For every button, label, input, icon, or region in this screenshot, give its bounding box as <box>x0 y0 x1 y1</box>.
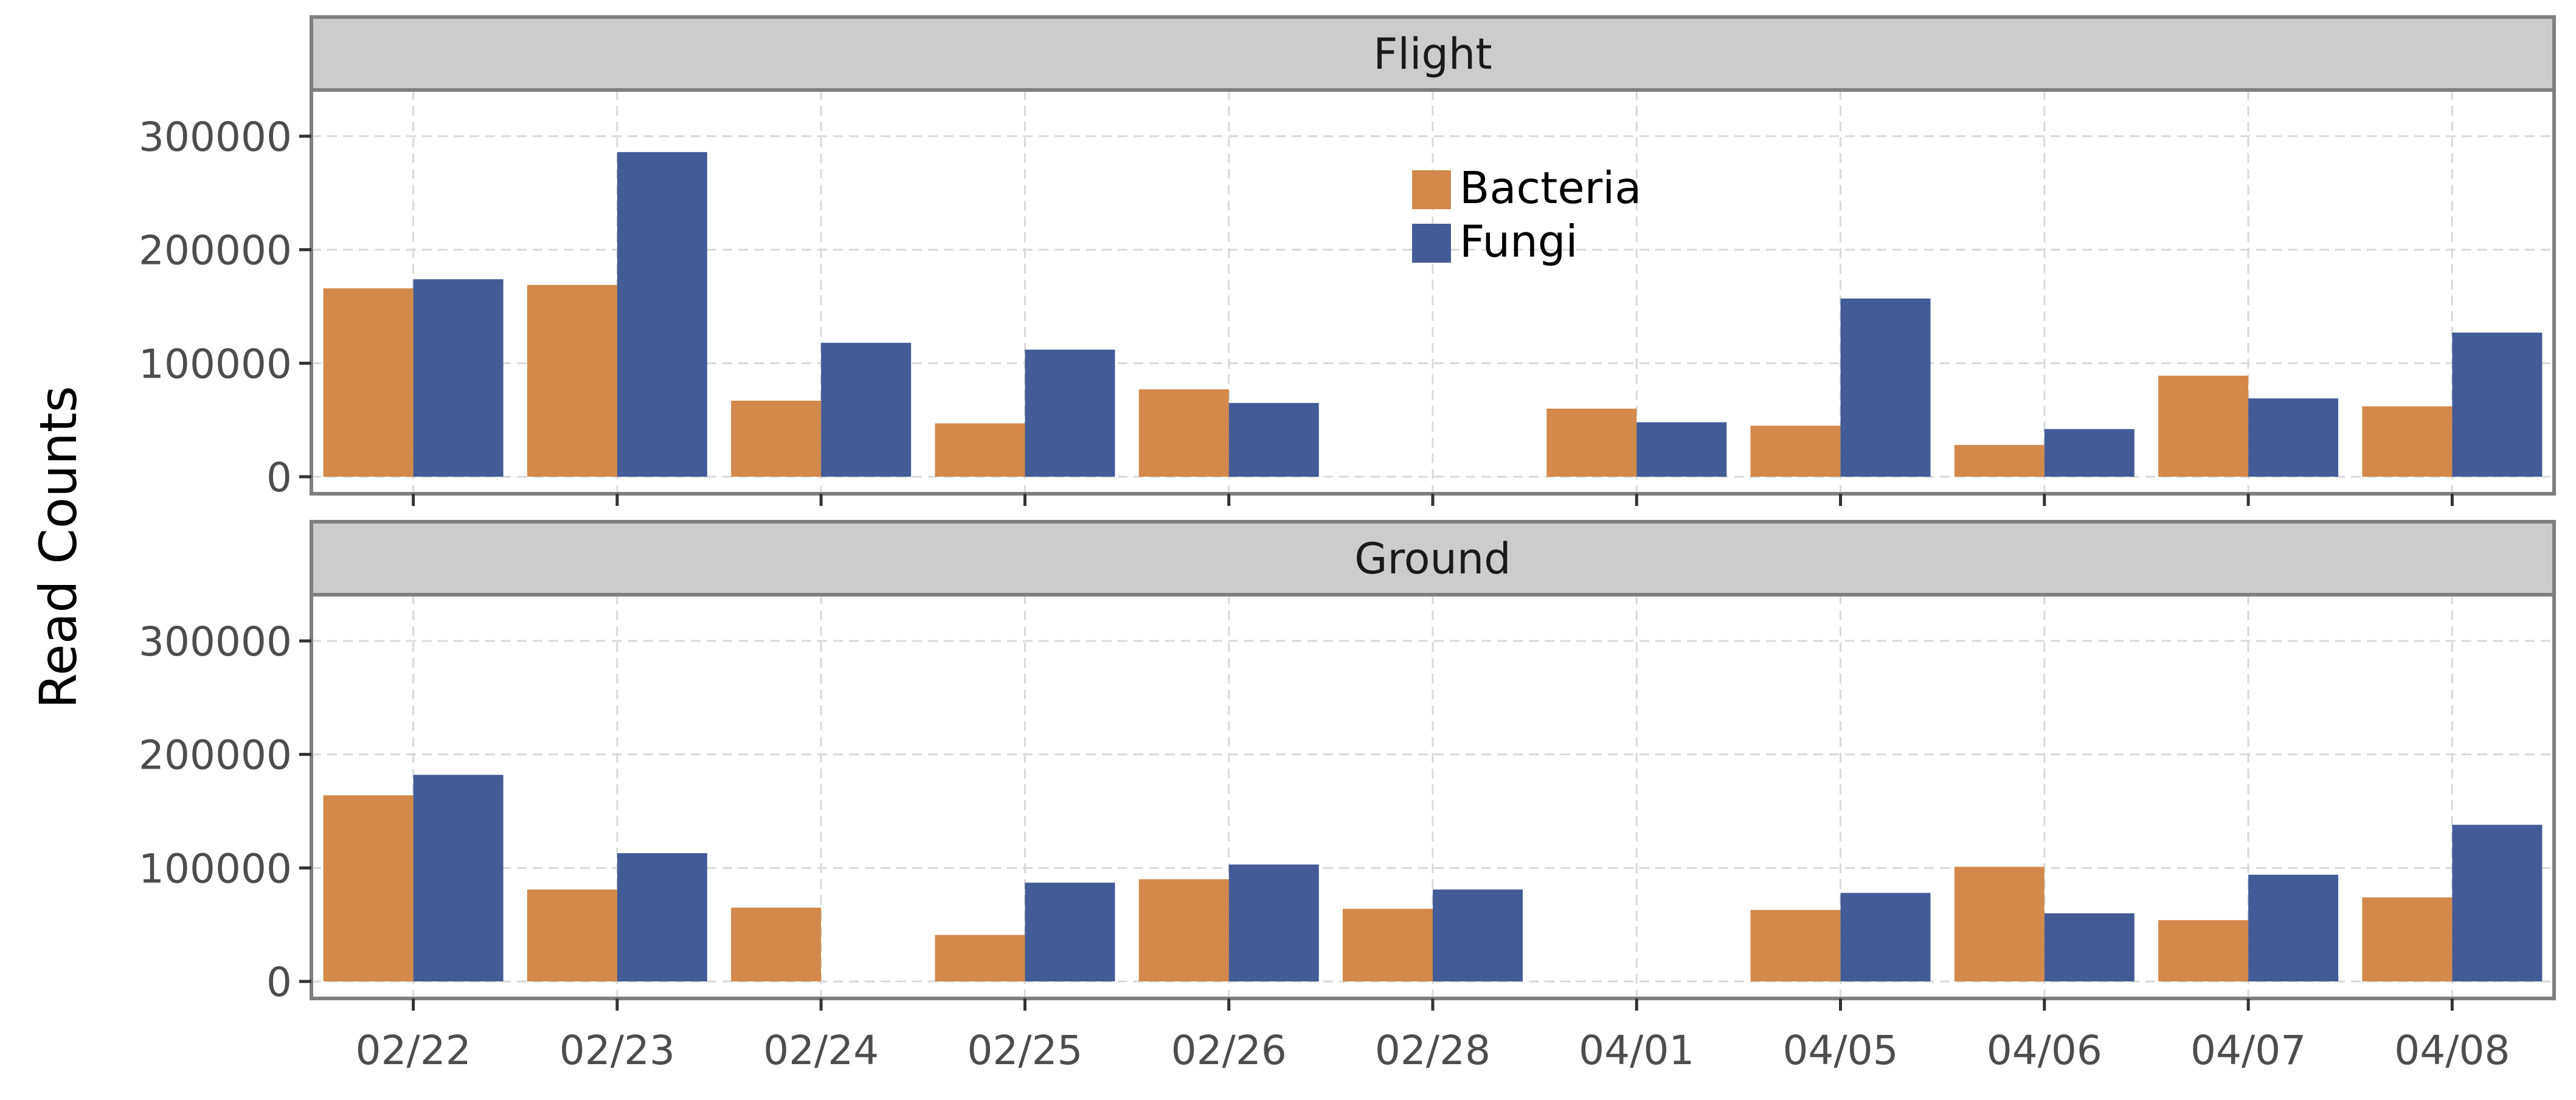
bar-flight-fungi <box>1840 298 1931 477</box>
bar-ground-fungi <box>617 853 707 981</box>
bar-flight-bacteria <box>323 288 414 477</box>
bar-flight-fungi <box>2248 398 2339 477</box>
legend-label-fungi: Fungi <box>1459 216 1577 267</box>
bar-ground-fungi <box>1228 864 1319 981</box>
x-tick-label: 04/06 <box>1987 1027 2102 1074</box>
bar-ground-bacteria <box>731 907 822 981</box>
x-tick-label: 02/24 <box>763 1027 879 1074</box>
y-tick-label: 0 <box>266 959 292 1006</box>
legend-swatch-fungi <box>1412 224 1451 263</box>
x-tick-label: 04/08 <box>2394 1027 2510 1074</box>
facet-title: Flight <box>1373 29 1492 79</box>
bar-flight-fungi <box>413 279 504 477</box>
facet-strip-flight <box>310 15 2556 92</box>
y-tick-label: 100000 <box>139 341 292 387</box>
bar-ground-fungi <box>2044 913 2135 981</box>
bar-flight-bacteria <box>1138 389 1229 477</box>
bar-ground-bacteria <box>935 935 1025 981</box>
x-tick-label: 04/07 <box>2190 1027 2306 1074</box>
y-tick-label: 0 <box>266 454 292 501</box>
bar-flight-bacteria <box>731 400 822 477</box>
bar-flight-bacteria <box>935 423 1025 477</box>
bar-ground-bacteria <box>2158 920 2249 981</box>
x-tick-label: 04/05 <box>1782 1027 1898 1074</box>
y-tick-label: 200000 <box>139 227 292 274</box>
bar-ground-bacteria <box>1954 867 2045 981</box>
y-tick-label: 100000 <box>139 845 292 892</box>
bar-ground-fungi <box>2452 825 2543 981</box>
legend-label-bacteria: Bacteria <box>1459 162 1641 213</box>
y-tick-label: 300000 <box>139 618 292 665</box>
y-tick-label: 200000 <box>139 732 292 779</box>
bar-ground-bacteria <box>527 889 617 981</box>
bar-flight-bacteria <box>527 285 617 477</box>
bar-flight-fungi <box>2044 429 2135 477</box>
bar-ground-fungi <box>2248 874 2339 981</box>
bar-ground-fungi <box>413 775 504 981</box>
y-axis-label: Read Counts <box>29 386 88 709</box>
bar-ground-fungi <box>1840 893 1931 981</box>
bar-flight-fungi <box>2452 332 2543 477</box>
x-tick-label: 02/23 <box>559 1027 675 1074</box>
x-tick-label: 04/01 <box>1579 1027 1694 1074</box>
bar-flight-fungi <box>1025 349 1115 477</box>
bar-flight-fungi <box>1636 422 1727 477</box>
bar-flight-bacteria <box>2362 406 2453 477</box>
bar-ground-bacteria <box>323 795 414 981</box>
bar-flight-fungi <box>1228 403 1319 477</box>
facet-title: Ground <box>1354 534 1511 584</box>
bar-flight-fungi <box>821 342 912 477</box>
bar-ground-bacteria <box>1750 910 1841 981</box>
y-tick-label: 300000 <box>139 114 292 161</box>
bar-ground-fungi <box>1433 889 1523 981</box>
bar-flight-bacteria <box>2158 375 2249 477</box>
legend-swatch-bacteria <box>1412 170 1451 209</box>
bar-ground-bacteria <box>1343 908 1433 981</box>
bar-flight-fungi <box>617 152 707 477</box>
bar-ground-bacteria <box>2362 897 2453 981</box>
x-tick-label: 02/22 <box>356 1027 471 1074</box>
bar-ground-fungi <box>1025 882 1115 981</box>
bar-flight-bacteria <box>1954 444 2045 477</box>
bar-flight-bacteria <box>1546 409 1637 477</box>
bar-ground-bacteria <box>1138 879 1229 981</box>
x-tick-label: 02/26 <box>1171 1027 1287 1074</box>
bar-flight-bacteria <box>1750 426 1841 477</box>
x-tick-label: 02/25 <box>967 1027 1082 1074</box>
x-tick-label: 02/28 <box>1375 1027 1491 1074</box>
